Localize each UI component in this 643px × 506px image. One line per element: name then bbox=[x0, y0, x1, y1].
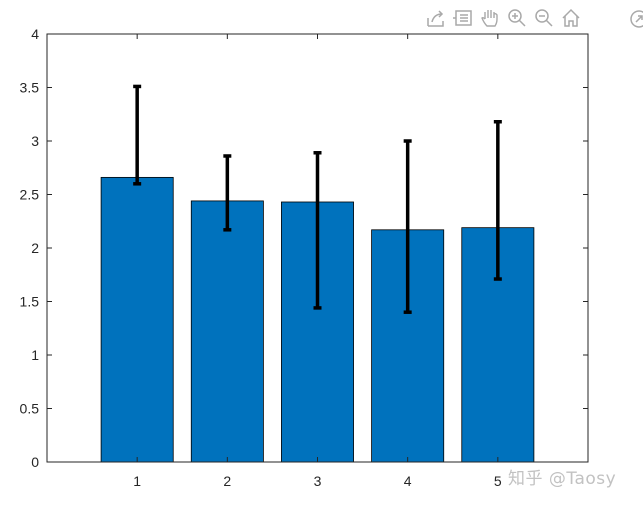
y-tick-label: 3.5 bbox=[20, 80, 40, 96]
x-tick-label: 3 bbox=[314, 473, 322, 489]
x-axis: 1 2 3 4 5 bbox=[133, 34, 502, 489]
error-bars-layer bbox=[133, 84, 502, 314]
zoom-out-icon[interactable] bbox=[532, 6, 556, 30]
x-tick-label: 4 bbox=[404, 473, 412, 489]
error-bar-5 bbox=[493, 119, 502, 281]
home-icon[interactable] bbox=[559, 6, 583, 30]
watermark-text: 知乎 @Taosy bbox=[508, 469, 617, 489]
bar-1 bbox=[100, 176, 174, 463]
y-tick-label: 0.5 bbox=[20, 401, 40, 417]
y-axis: 0 0.5 1 1.5 2 2.5 3 3.5 4 bbox=[20, 26, 588, 470]
x-tick-label: 1 bbox=[133, 473, 141, 489]
error-bar-3 bbox=[313, 151, 322, 310]
rotate-icon[interactable] bbox=[628, 8, 643, 30]
y-tick-label: 2.5 bbox=[20, 187, 40, 203]
pan-icon[interactable] bbox=[478, 6, 502, 30]
error-bar-2 bbox=[223, 154, 232, 232]
x-tick-label: 2 bbox=[223, 473, 231, 489]
zoom-in-icon[interactable] bbox=[505, 6, 529, 30]
export-icon[interactable] bbox=[424, 6, 448, 30]
y-tick-label: 4 bbox=[31, 26, 39, 42]
error-bar-1 bbox=[133, 84, 142, 186]
y-tick-label: 0 bbox=[31, 454, 39, 470]
data-tips-icon[interactable] bbox=[451, 6, 475, 30]
axes-toolbar bbox=[424, 6, 583, 30]
y-tick-label: 1 bbox=[31, 347, 39, 363]
x-tick-label: 5 bbox=[494, 473, 502, 489]
y-tick-label: 3 bbox=[31, 133, 39, 149]
y-tick-label: 1.5 bbox=[20, 294, 40, 310]
bar-2 bbox=[190, 200, 264, 463]
error-bar-4 bbox=[403, 139, 412, 314]
y-tick-label: 2 bbox=[31, 240, 39, 256]
